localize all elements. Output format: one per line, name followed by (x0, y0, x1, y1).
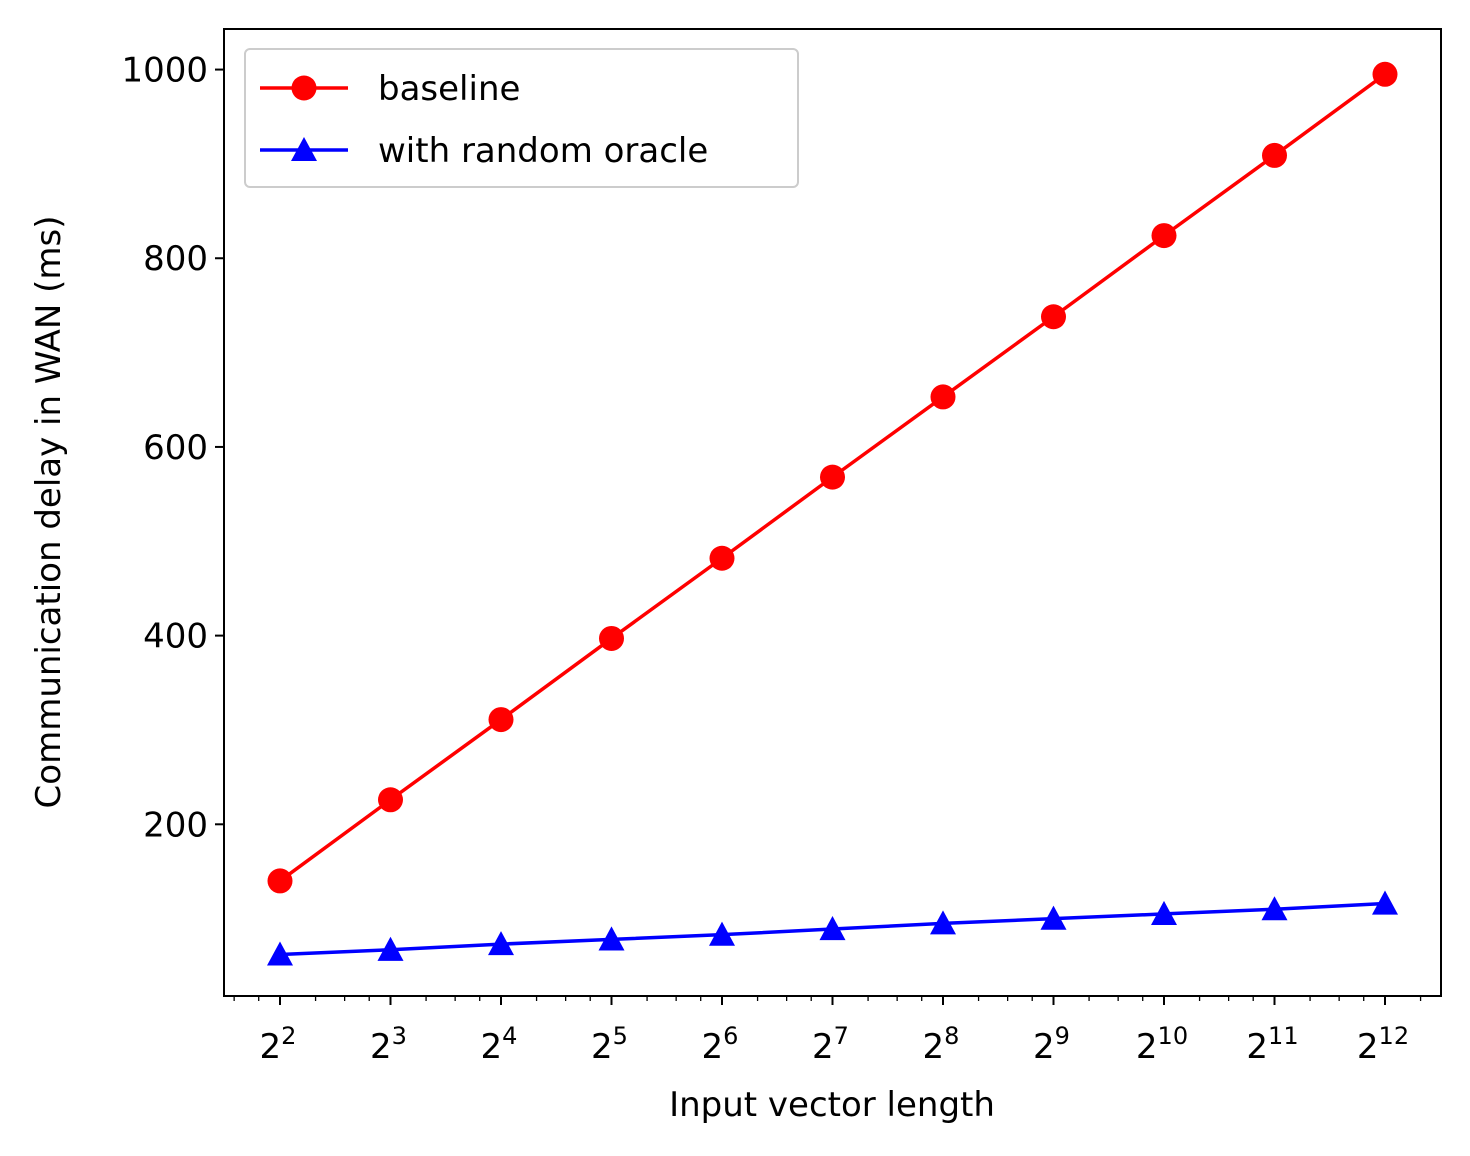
data-point (1151, 223, 1177, 249)
data-point (1040, 905, 1067, 930)
data-point (1372, 61, 1398, 87)
y-tick-label: 600 (143, 428, 208, 468)
series-layer (267, 61, 1398, 966)
x-tick-label: 24 (481, 1022, 518, 1067)
plot-area (224, 29, 1441, 996)
data-point (267, 941, 293, 966)
legend-marker (291, 137, 317, 162)
data-point (488, 931, 514, 956)
data-point (1372, 890, 1398, 915)
y-tick-label: 800 (143, 239, 208, 279)
data-point (820, 464, 845, 490)
data-point (930, 910, 956, 935)
data-point (598, 926, 625, 951)
data-point (819, 916, 846, 941)
y-tick-label: 1000 (121, 51, 208, 91)
x-tick-label: 26 (702, 1022, 739, 1067)
data-point (1041, 304, 1066, 330)
legend-item: baseline (260, 69, 520, 109)
x-tick-label: 210 (1136, 1022, 1188, 1067)
legend-item: with random oracle (260, 131, 708, 171)
legend-box (244, 48, 799, 188)
data-point (709, 545, 735, 571)
legend: baseline with random oracle (244, 48, 799, 188)
ticks-layer: 200 400 600 800 1000 22 23 24 25 26 27 28 29 210 211 21… (121, 51, 1422, 1067)
data-point (377, 936, 404, 961)
y-tick-label: 400 (143, 617, 208, 657)
y-axis-label: Communication delay in WAN (ms) (29, 216, 69, 809)
x-tick-label: 23 (370, 1022, 407, 1067)
x-tick-label: 22 (260, 1022, 297, 1067)
x-tick-label: 29 (1033, 1022, 1070, 1067)
series-1 (267, 890, 1398, 966)
y-tick-label: 200 (143, 805, 208, 845)
data-point (1151, 900, 1177, 925)
data-point (1261, 896, 1288, 921)
x-axis-label: Input vector length (669, 1085, 995, 1125)
data-point (488, 707, 514, 733)
data-point (267, 868, 293, 894)
plot-frame (223, 28, 1442, 997)
data-point (599, 625, 624, 651)
legend-label: baseline (378, 69, 520, 109)
x-tick-label: 28 (923, 1022, 960, 1067)
legend-marker (291, 75, 317, 101)
x-tick-label: 27 (812, 1022, 849, 1067)
x-tick-label: 212 (1357, 1022, 1409, 1067)
x-tick-label: 211 (1246, 1022, 1298, 1067)
legend-label: with random oracle (378, 131, 708, 171)
x-tick-label: 25 (591, 1022, 628, 1067)
data-point (930, 384, 956, 410)
data-point (709, 921, 735, 946)
data-point (378, 787, 403, 813)
series-0 (267, 61, 1398, 894)
data-point (1262, 142, 1287, 168)
